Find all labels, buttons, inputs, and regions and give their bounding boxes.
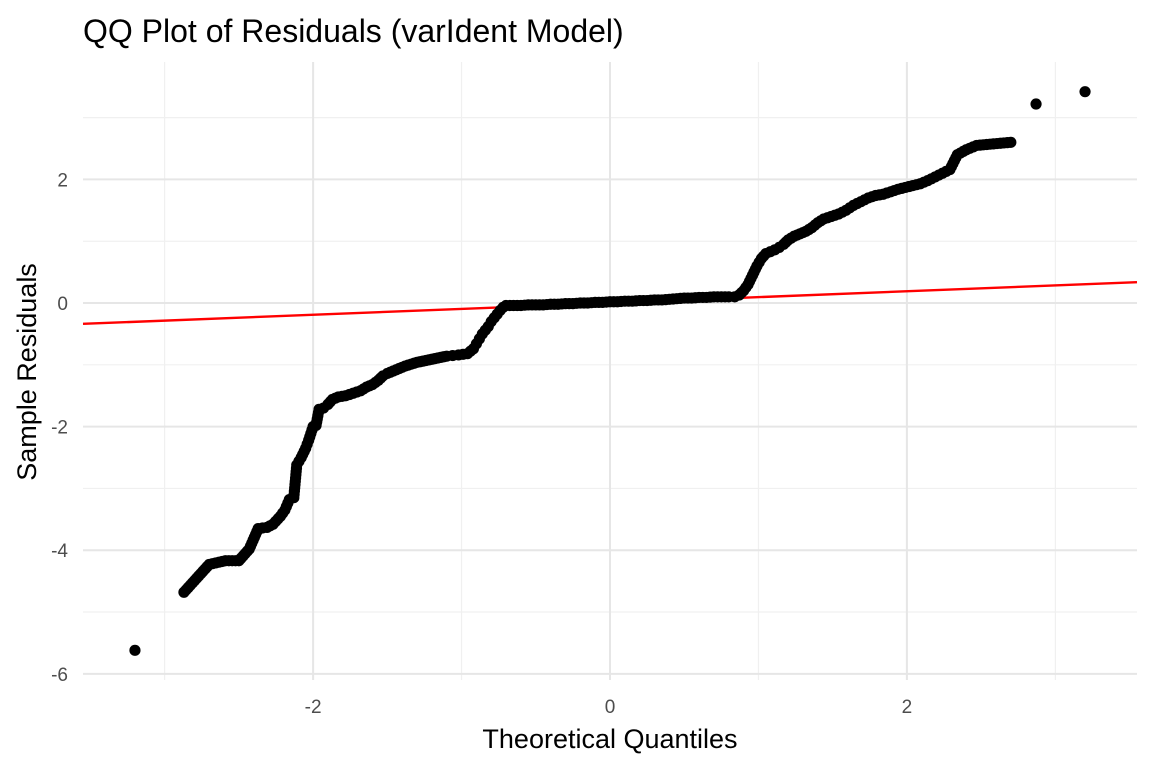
data-point — [1079, 86, 1091, 98]
data-points — [129, 86, 1091, 656]
x-tick-label: 2 — [902, 697, 913, 718]
grid-lines — [83, 62, 1137, 680]
y-axis-title: Sample Residuals — [12, 263, 42, 481]
y-tick-label: 2 — [57, 170, 68, 191]
x-tick-label: 0 — [605, 697, 616, 718]
data-point — [1005, 136, 1017, 148]
x-axis-title: Theoretical Quantiles — [482, 724, 737, 754]
y-tick-label: -6 — [51, 665, 68, 686]
data-point — [129, 644, 141, 656]
y-tick-label: 0 — [57, 294, 68, 315]
x-tick-label: -2 — [305, 697, 322, 718]
y-tick-label: -4 — [51, 541, 68, 562]
y-tick-label: -2 — [51, 418, 68, 439]
chart-title: QQ Plot of Residuals (varIdent Model) — [83, 13, 624, 49]
data-point — [1030, 98, 1042, 110]
tick-labels: -2 0 2 -6 -4 -2 0 2 — [51, 170, 912, 718]
